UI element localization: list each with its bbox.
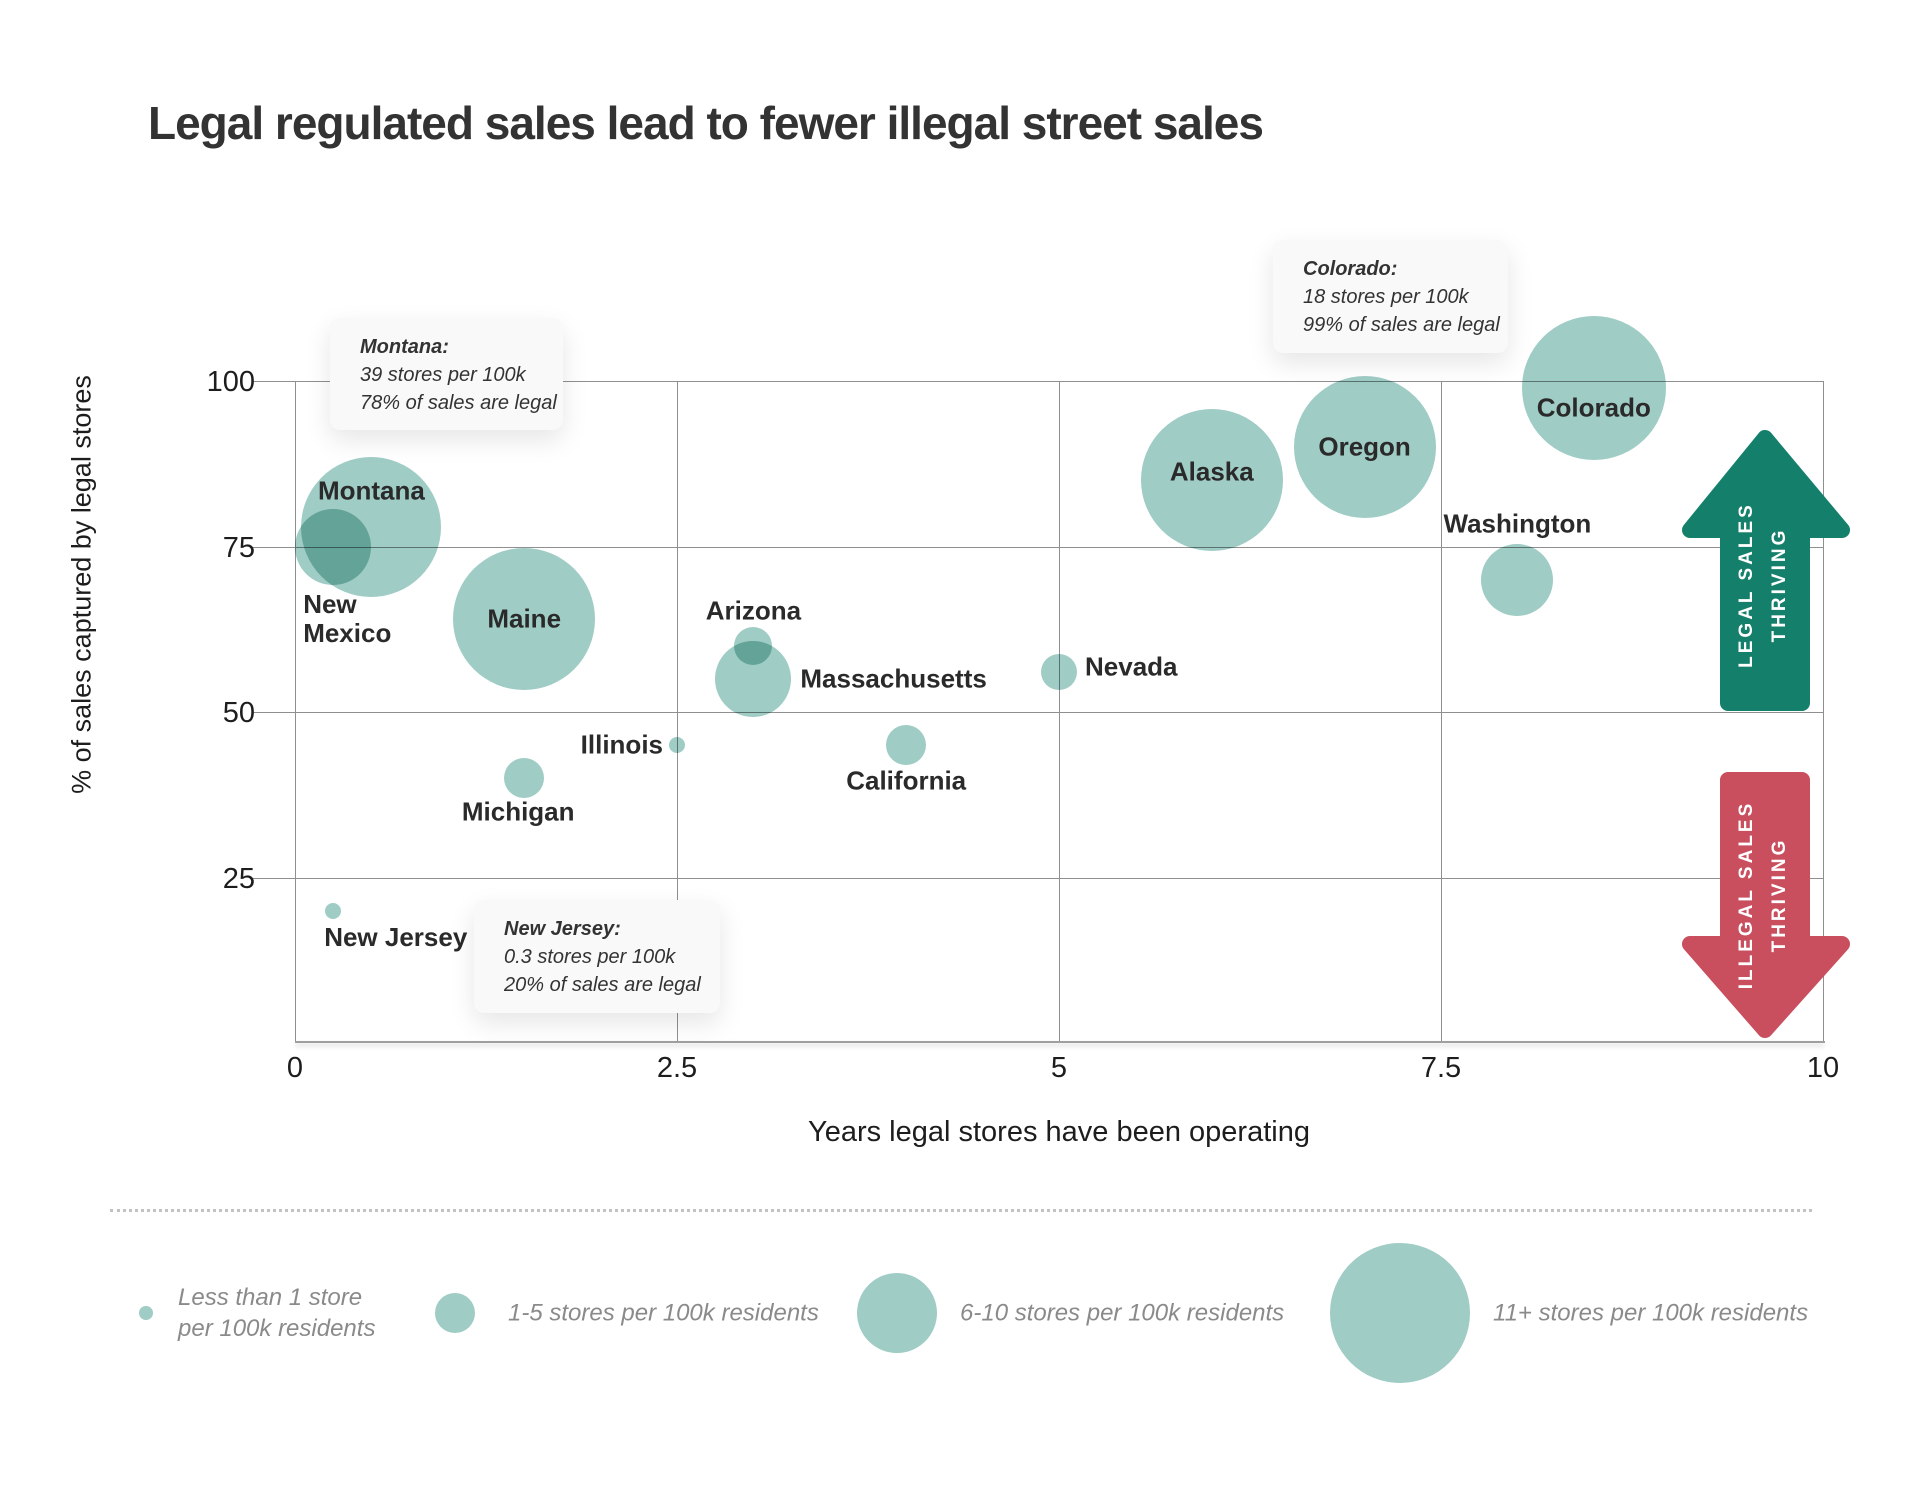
callout-line: 0.3 stores per 100k (504, 946, 676, 968)
legend-label-1: 1-5 stores per 100k residents (508, 1299, 819, 1327)
x-tick-label: 7.5 (1420, 1052, 1462, 1084)
legend-label-0: Less than 1 store per 100k residents (178, 1284, 376, 1342)
illegal-sales-down-arrow-icon (1682, 772, 1850, 1038)
x-axis-label: Years legal stores have been operating (808, 1116, 1310, 1148)
chart-title: Legal regulated sales lead to fewer ille… (148, 97, 1264, 149)
bubble-label: New Jersey (324, 921, 468, 952)
legend-circle-2 (857, 1273, 937, 1353)
legend-circle-0 (139, 1306, 153, 1320)
bubble-montana (301, 456, 442, 597)
y-tick-label: 50 (222, 697, 255, 729)
callout-title: Colorado: (1303, 258, 1398, 280)
x-tick-label: 5 (1050, 1052, 1068, 1084)
x-tick-label: 10 (1806, 1052, 1840, 1084)
bubble-maine (453, 548, 596, 691)
y-gridline-75 (252, 546, 1823, 548)
callout-title: Montana: (360, 336, 449, 358)
bubble-new-jersey (325, 902, 342, 919)
bubble-label: Alaska (1169, 456, 1254, 487)
legal-sales-up-arrow-icon (1682, 430, 1850, 711)
x-gridline-10 (1823, 381, 1824, 1042)
bubble-michigan (504, 758, 545, 799)
up-arrow-shape (1682, 430, 1850, 711)
bubble-label: Maine (487, 603, 562, 634)
x-axis-line (295, 1041, 1825, 1043)
x-gridline-7.5 (1441, 381, 1442, 1042)
bubble-label: Montana (317, 475, 425, 506)
callout-colorado: Colorado: 18 stores per 100k 99% of sale… (1273, 240, 1508, 353)
legend-label-2: 6-10 stores per 100k residents (960, 1299, 1285, 1327)
down-arrow-shape (1682, 772, 1850, 1038)
x-gridline-0 (295, 381, 296, 1042)
callout-line: 18 stores per 100k (1303, 286, 1469, 308)
y-tick-label: 25 (222, 862, 255, 895)
y-gridline-100 (252, 381, 1823, 382)
x-gridline-5 (1059, 381, 1060, 1042)
legend-divider (110, 1209, 1812, 1212)
y-tick-label: 100 (206, 366, 255, 398)
bubble-california (886, 725, 927, 766)
callout-line: 39 stores per 100k (360, 364, 526, 386)
callout-montana: Montana: 39 stores per 100k 78% of sales… (330, 318, 563, 430)
x-tick-label: 2.5 (656, 1052, 698, 1084)
bubble-label: Michigan (461, 796, 575, 827)
bubble-label: Arizona (705, 595, 802, 626)
y-tick-label: 75 (222, 531, 255, 564)
callout-title: New Jersey: (504, 918, 621, 940)
bubble-washington (1481, 543, 1554, 616)
bubble-label: New Mexico (303, 588, 392, 648)
x-gridline-2.5 (677, 381, 678, 1042)
x-tick-label: 0 (286, 1052, 304, 1084)
bubble-colorado (1521, 315, 1666, 460)
callout-line: 99% of sales are legal (1303, 314, 1500, 336)
bubble-label: Colorado (1536, 392, 1651, 423)
legend-label-3: 11+ stores per 100k residents (1493, 1299, 1809, 1327)
y-gridline-50 (252, 712, 1823, 713)
bubble-label: Washington (1443, 508, 1592, 539)
bubble-label: California (846, 765, 967, 796)
legend-circle-3 (1330, 1243, 1470, 1383)
callout-line: 78% of sales are legal (360, 392, 557, 414)
bubble-alaska (1140, 409, 1283, 552)
callout-new-jersey: New Jersey: 0.3 stores per 100k 20% of s… (474, 900, 720, 1013)
bubble-oregon (1293, 376, 1436, 519)
bubble-label: Illinois (580, 729, 663, 760)
legend-circle-1 (435, 1293, 475, 1333)
y-gridline-25 (252, 877, 1823, 879)
bubble-label: Oregon (1318, 431, 1411, 462)
bubble-illinois (669, 737, 685, 754)
bubble-label: Nevada (1085, 651, 1178, 682)
bubble-nevada (1041, 654, 1077, 691)
bubble-massachusetts (715, 640, 792, 717)
bubble-label: Massachusetts (800, 663, 987, 694)
callout-line: 20% of sales are legal (504, 974, 701, 996)
